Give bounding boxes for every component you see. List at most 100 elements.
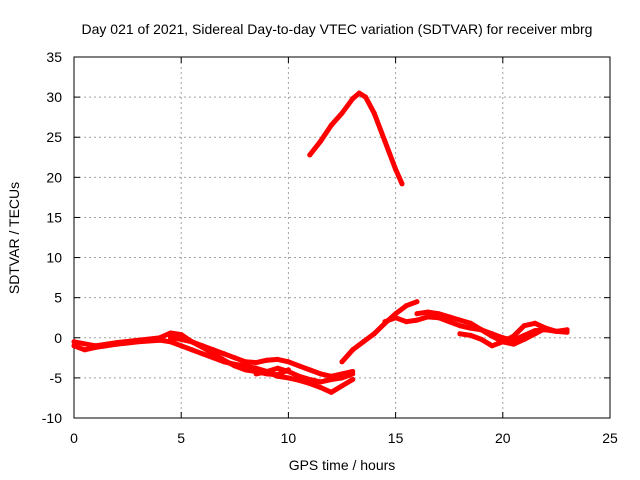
data-point: [318, 371, 324, 377]
plot-frame: [73, 56, 611, 419]
data-point: [468, 320, 474, 326]
data-point: [478, 327, 484, 333]
data-point: [157, 335, 163, 341]
data-point: [350, 96, 356, 102]
data-point: [253, 371, 259, 377]
data-point: [168, 330, 173, 336]
data-point: [178, 332, 184, 338]
data-point: [82, 347, 88, 353]
data-point: [189, 339, 195, 345]
data-point: [307, 377, 313, 382]
data-point: [275, 356, 281, 362]
x-tick-label: 15: [388, 430, 404, 446]
data-point: [200, 343, 206, 349]
series-line: [253, 365, 356, 385]
data-point: [457, 317, 463, 323]
data-point: [350, 371, 356, 377]
data-point: [318, 379, 324, 385]
data-point: [425, 309, 431, 315]
data-point: [446, 314, 452, 320]
data-point: [478, 336, 484, 342]
y-axis-label: SDTVAR / TECUs: [6, 182, 22, 294]
data-point: [275, 365, 281, 371]
data-point: [296, 373, 302, 379]
data-point: [221, 351, 227, 357]
x-tick-label: 10: [281, 430, 297, 446]
data-point: [318, 138, 324, 144]
x-tick-label: 25: [602, 430, 618, 446]
data-point: [521, 323, 527, 329]
data-point: [403, 319, 409, 325]
data-point: [275, 372, 281, 378]
data-point: [264, 369, 270, 374]
data-point: [414, 317, 420, 323]
data-point: [436, 311, 441, 317]
data-point: [371, 331, 377, 337]
data-point: [243, 367, 248, 373]
data-point: [532, 320, 538, 326]
data-point: [114, 340, 120, 346]
data-point: [232, 355, 238, 361]
y-tick-label: 15: [46, 209, 62, 225]
data-point: [564, 329, 570, 335]
data-series: [71, 90, 570, 395]
data-point: [339, 110, 345, 116]
data-point: [350, 377, 356, 382]
data-point: [371, 110, 377, 116]
data-point: [382, 138, 388, 144]
data-point: [178, 343, 184, 349]
data-point: [363, 94, 369, 100]
y-tick-label: -10: [42, 410, 62, 426]
data-point: [393, 166, 399, 172]
data-point: [457, 323, 463, 329]
data-point: [360, 339, 366, 345]
x-tick-label: 5: [177, 430, 185, 446]
y-tick-label: 0: [54, 330, 62, 346]
data-point: [307, 152, 313, 158]
data-point: [532, 331, 538, 337]
data-point: [350, 347, 356, 353]
data-point: [511, 333, 516, 339]
data-point: [339, 359, 345, 365]
data-point: [399, 181, 405, 187]
data-point: [403, 303, 409, 309]
y-tick-label: 5: [54, 290, 62, 306]
data-point: [71, 339, 77, 345]
data-point: [328, 122, 334, 128]
y-tick-label: 30: [46, 89, 62, 105]
data-point: [511, 341, 516, 347]
data-point: [356, 90, 362, 96]
data-point: [285, 359, 291, 365]
data-point: [168, 339, 173, 345]
data-point: [468, 332, 474, 338]
data-point: [307, 367, 313, 373]
y-tick-label: 35: [46, 49, 62, 65]
y-tick-label: 25: [46, 129, 62, 145]
data-point: [135, 337, 141, 343]
data-point: [232, 363, 238, 369]
data-point: [178, 336, 184, 342]
data-point: [328, 377, 334, 382]
data-point: [296, 363, 302, 369]
data-point: [457, 331, 463, 337]
data-point: [253, 360, 259, 366]
data-point: [285, 375, 291, 381]
x-axis-label: GPS time / hours: [289, 457, 396, 473]
data-point: [382, 319, 388, 325]
data-point: [318, 385, 324, 390]
data-point: [489, 343, 495, 349]
series-line: [307, 90, 405, 187]
y-tick-label: 10: [46, 250, 62, 266]
data-point: [553, 328, 559, 334]
y-tick-label: 20: [46, 169, 62, 185]
data-point: [328, 389, 334, 395]
axis-ticks: 0 5 10 15 20 25 -10 -5 0 5 10 15 20 25 30 35: [42, 49, 618, 446]
data-point: [243, 359, 248, 365]
data-point: [200, 351, 206, 357]
data-point: [285, 369, 291, 374]
data-point: [521, 336, 527, 342]
data-point: [425, 314, 431, 320]
data-point: [168, 335, 173, 341]
data-point: [446, 319, 452, 325]
